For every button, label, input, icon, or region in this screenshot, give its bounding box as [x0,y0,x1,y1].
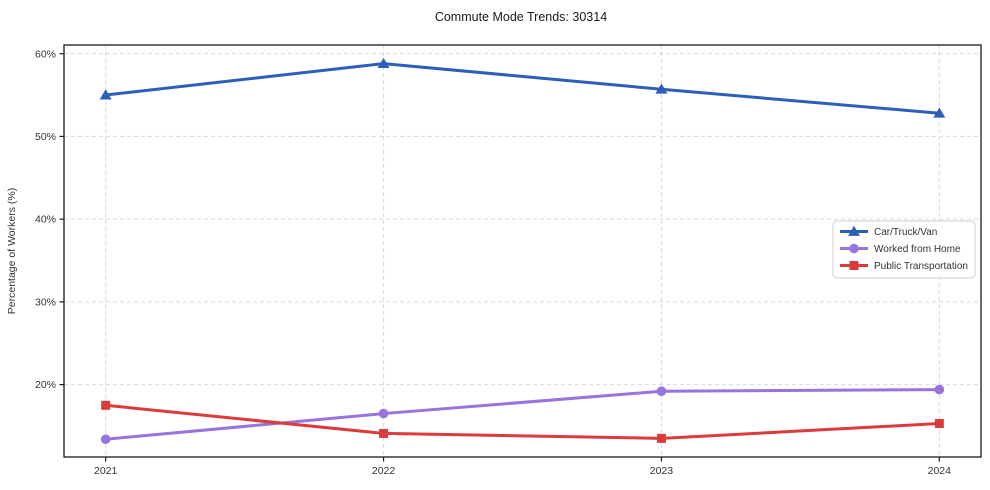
data-series [99,57,946,445]
x-tick-label: 2021 [94,465,118,477]
marker-square [656,433,666,443]
y-tick-label: 50% [35,131,56,143]
chart-title: Commute Mode Trends: 30314 [435,10,607,24]
marker-triangle [848,225,860,236]
marker-square [934,418,944,428]
series-line [104,403,941,440]
legend-entry-car-truck-van: Car/Truck/Van [840,225,937,238]
x-tick-label: 2023 [650,465,674,477]
y-tick-label: 40% [35,214,56,226]
legend-label: Worked from Home [874,244,961,255]
series-line [104,388,941,441]
legend-label: Public Transportation [874,261,968,272]
y-axis-label: Percentage of Workers (%) [6,188,18,314]
marker-square [101,400,111,410]
plot-border [63,44,982,458]
y-tick-label: 60% [35,48,56,60]
legend-entry-worked-from-home: Worked from Home [840,243,961,255]
marker-triangle [99,89,112,100]
marker-triangle [933,107,946,118]
marker-triangle [377,57,390,69]
marker-circle [656,386,667,397]
marker-circle [934,384,945,395]
x-tick-label: 2024 [928,465,952,477]
marker-circle [378,408,389,419]
marker-circle [100,434,111,445]
legend-box [832,220,976,279]
axes: 20% 30% 40% 50% 60% 2021 2022 2023 2024 [35,44,982,477]
y-tick-label: 20% [35,379,56,391]
marker-triangle [655,83,668,94]
legend-label: Car/Truck/Van [874,227,937,238]
series-car-truck-van [99,57,946,118]
marker-circle [849,243,859,254]
marker-square [849,261,859,270]
series-public-transportation [101,400,944,443]
series-worked-from-home [100,384,945,445]
series-line [104,62,941,115]
legend-entry-public-transportation: Public Transportation [840,261,968,272]
y-tick-label: 30% [35,296,56,308]
legend: Car/Truck/Van Worked from Home Public Tran… [832,220,976,279]
marker-square [379,428,389,438]
x-tick-label: 2022 [372,465,396,477]
